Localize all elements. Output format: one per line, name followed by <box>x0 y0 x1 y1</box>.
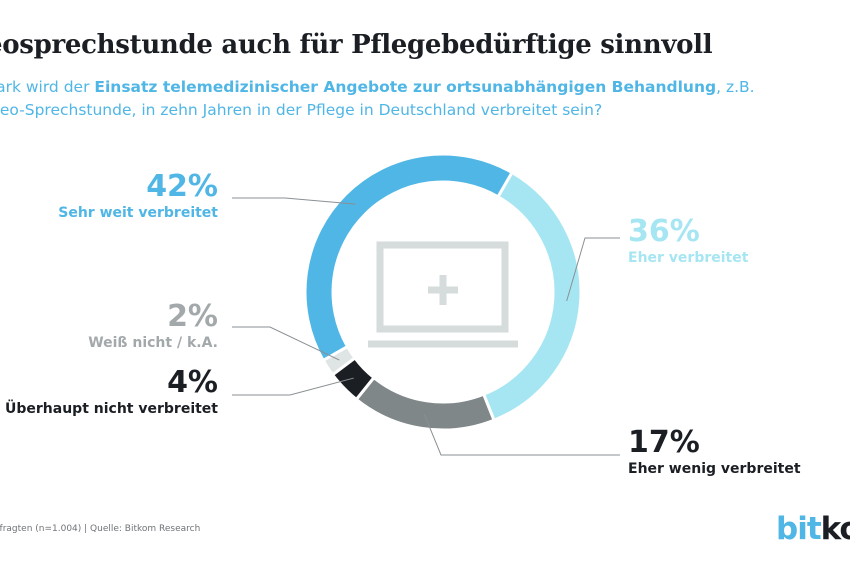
label-eher-wenig: 17% Eher wenig verbreitet <box>628 426 801 478</box>
leader-line <box>423 414 620 456</box>
pct-label: 2% <box>167 299 218 334</box>
donut-slice <box>354 375 496 432</box>
pct-label: 17% <box>628 425 700 460</box>
subtitle-pre: tark wird der <box>0 78 95 96</box>
monitor-plus-icon <box>368 241 518 348</box>
donut-slice <box>303 152 515 363</box>
chart-title: eosprechstunde auch für Pflegebedürftige… <box>0 30 713 60</box>
leader-line <box>566 237 620 302</box>
pct-label: 4% <box>167 365 218 400</box>
category-label: Sehr weit verbreitet <box>58 205 218 221</box>
monitor-screen-icon <box>376 241 509 333</box>
subtitle-line2: deo-Sprechstunde, in zehn Jahren in der … <box>0 101 603 119</box>
pct-label: 42% <box>146 169 218 204</box>
bitkom-logo: bitko <box>776 511 850 547</box>
label-weiss-nicht: 2% Weiß nicht / k.A. <box>88 300 218 352</box>
chart-subtitle: tark wird der Einsatz telemedizinischer … <box>0 76 850 122</box>
donut-slice <box>481 170 583 423</box>
category-label: Eher wenig verbreitet <box>628 461 801 477</box>
subtitle-highlight: Einsatz telemedizinischer Angebote zur o… <box>94 78 717 96</box>
logo-part2: ko <box>820 511 850 547</box>
label-eher-verbreitet: 36% Eher verbreitet <box>628 215 748 267</box>
category-label: Überhaupt nicht verbreitet <box>5 401 218 417</box>
label-sehr-weit: 42% Sehr weit verbreitet <box>58 170 218 222</box>
leader-line <box>232 197 356 205</box>
pct-label: 36% <box>628 214 700 249</box>
logo-part1: bit <box>776 511 822 547</box>
category-label: Eher verbreitet <box>628 250 749 266</box>
category-label: Weiß nicht / k.A. <box>88 335 218 351</box>
subtitle-post: , z.B. <box>716 78 755 96</box>
label-ueberhaupt-nicht: 4% Überhaupt nicht verbreitet <box>5 366 218 418</box>
leader-line <box>232 326 340 361</box>
source-footer: efragten (n=1.004) | Quelle: Bitkom Rese… <box>0 524 201 534</box>
leader-line <box>232 377 354 396</box>
